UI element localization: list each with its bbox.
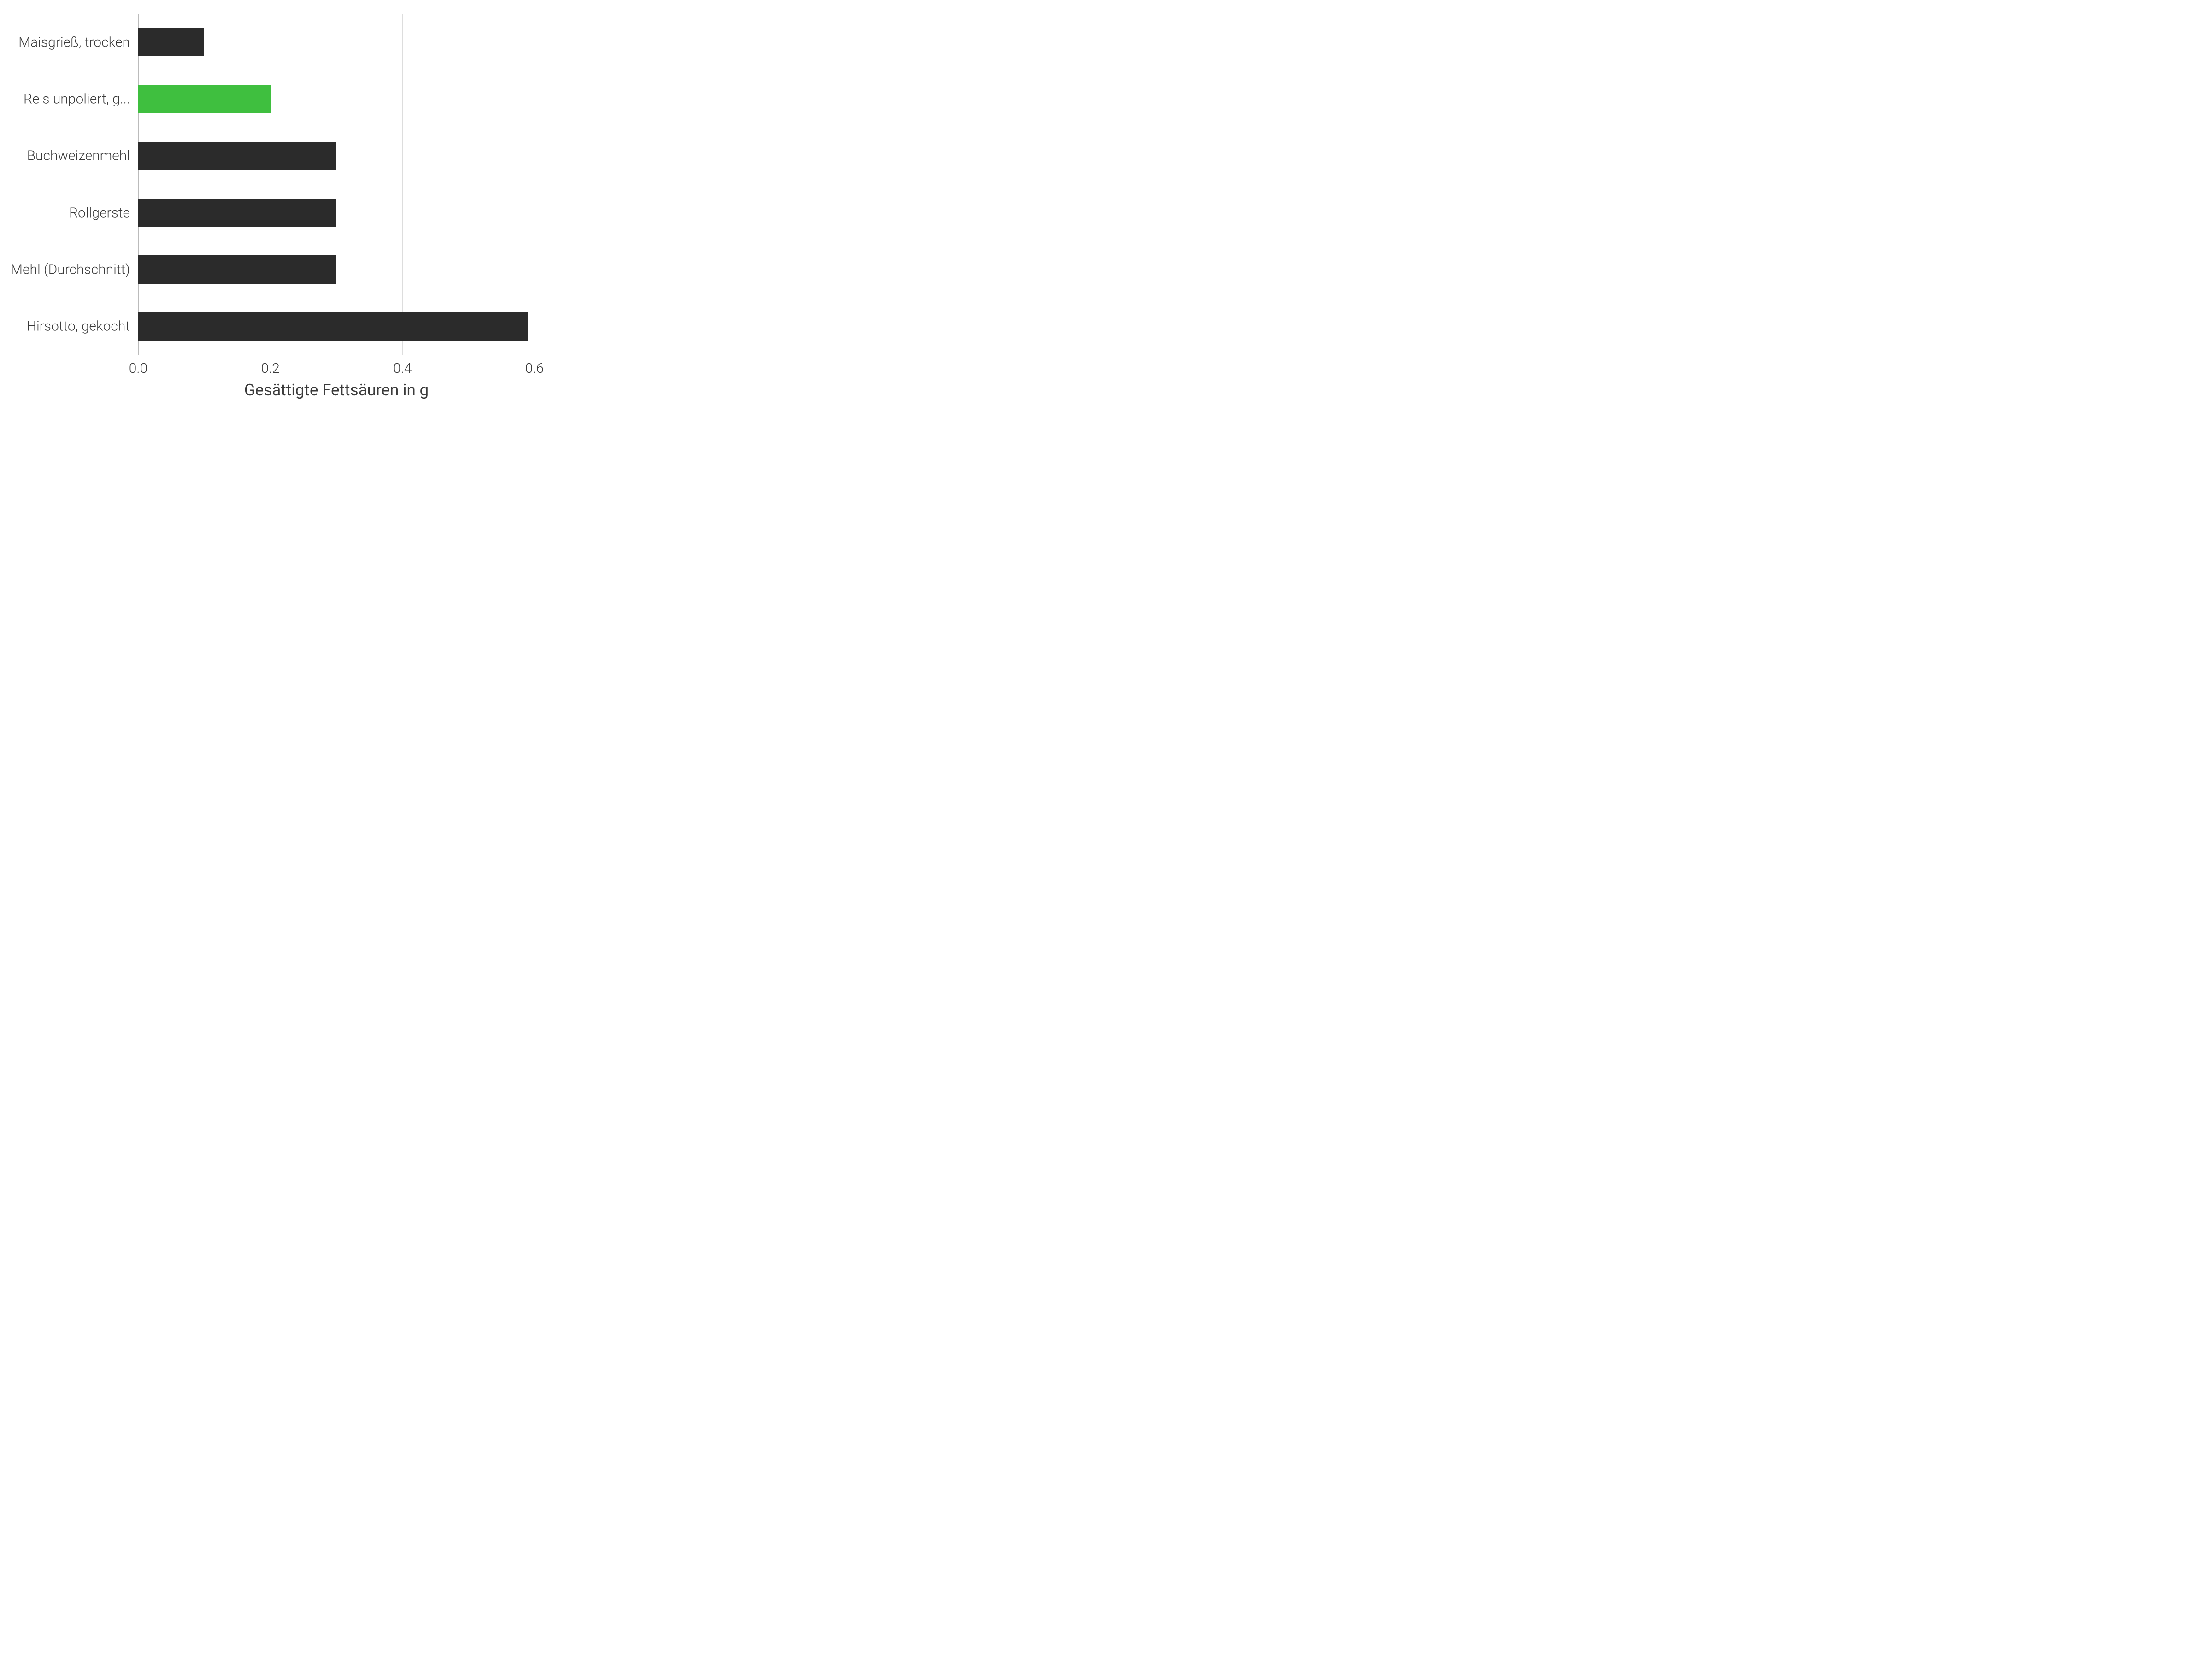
chart-bar xyxy=(138,255,336,284)
chart-bar xyxy=(138,142,336,171)
chart-bar xyxy=(138,28,204,57)
x-gridline xyxy=(402,14,403,355)
chart-bar xyxy=(138,312,528,341)
y-tick-label: Reis unpoliert, g... xyxy=(24,91,130,107)
y-tick-label: Maisgrieß, trocken xyxy=(18,34,130,50)
chart-bar xyxy=(138,85,271,113)
y-tick-label: Mehl (Durchschnitt) xyxy=(11,262,130,278)
x-tick-label: 0.2 xyxy=(261,360,279,377)
y-tick-label: Hirsotto, gekocht xyxy=(27,318,130,335)
x-tick-label: 0.6 xyxy=(525,360,544,377)
x-tick-label: 0.4 xyxy=(393,360,412,377)
x-axis-title: Gesättigte Fettsäuren in g xyxy=(244,381,429,400)
bar-chart: Gesättigte Fettsäuren in g 0.0 0.2 0.4 0.6 M… xyxy=(0,0,553,415)
y-tick-label: Buchweizenmehl xyxy=(27,148,130,164)
y-tick-label: Rollgerste xyxy=(69,205,130,221)
x-baseline xyxy=(138,14,139,355)
plot-area xyxy=(138,14,535,355)
chart-bar xyxy=(138,199,336,227)
x-tick-label: 0.0 xyxy=(129,360,147,377)
